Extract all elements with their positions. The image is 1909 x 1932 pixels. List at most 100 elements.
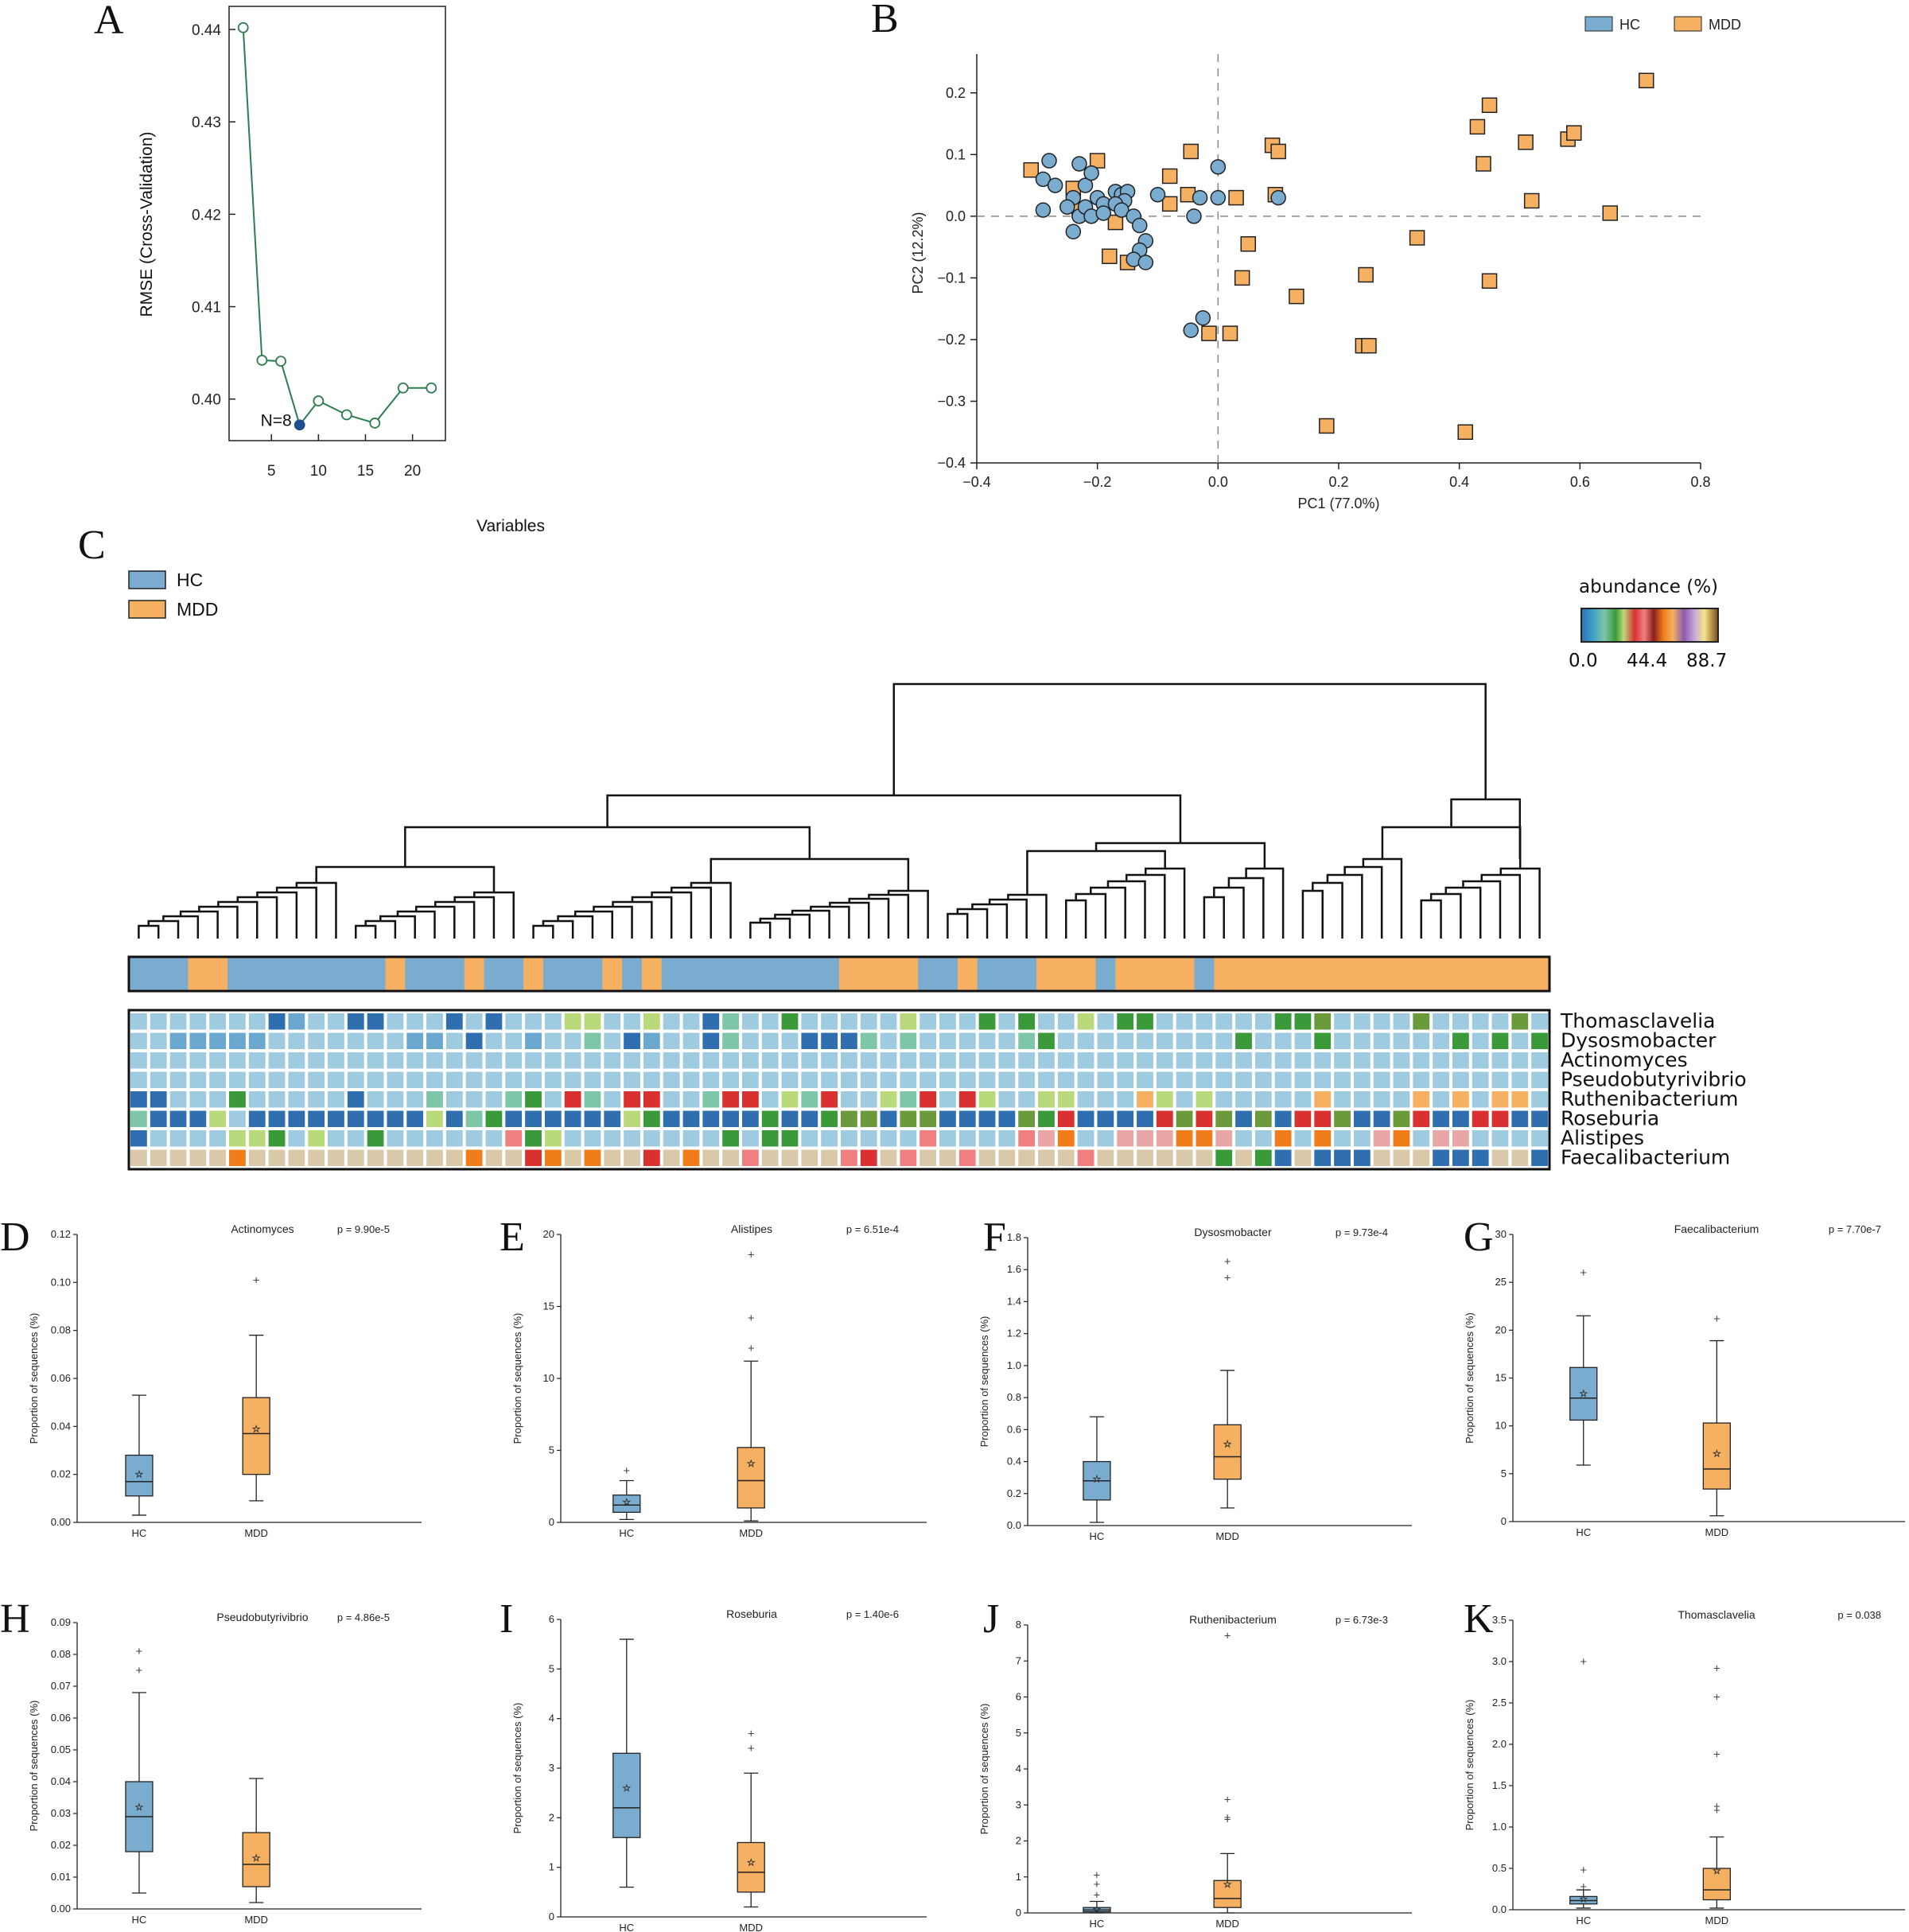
heatmap-cell — [663, 1130, 680, 1147]
panel-b-point-mdd — [1518, 134, 1534, 150]
box-ytick-label: 1.0 — [1492, 1821, 1507, 1833]
box-category-label: HC — [1090, 1530, 1105, 1542]
heatmap-cell — [1334, 1052, 1351, 1069]
heatmap-cell — [465, 1032, 483, 1049]
heatmap-cell — [584, 1071, 601, 1088]
heatmap-cell — [465, 1091, 483, 1108]
heatmap-cell — [1176, 1071, 1193, 1088]
box-outlier: + — [1580, 1266, 1587, 1280]
panel-a-ytick-label: 0.40 — [192, 392, 221, 409]
heatmap-cell — [1334, 1110, 1351, 1127]
heatmap-cell — [465, 1052, 483, 1069]
heatmap-cell — [1472, 1110, 1489, 1127]
panel-b-point-hc — [1083, 165, 1099, 181]
box-title: Ruthenibacterium — [1189, 1613, 1277, 1626]
box-ytick-label: 10 — [543, 1372, 554, 1384]
dendrogram-link — [355, 924, 377, 939]
heatmap-cell — [900, 1130, 917, 1147]
heatmap-cell — [1491, 1013, 1509, 1030]
heatmap-cell — [1314, 1013, 1332, 1030]
panel-a-ytick-label: 0.42 — [192, 207, 221, 224]
group-bar-segment-hc — [1194, 957, 1215, 991]
heatmap-cell — [1531, 1110, 1548, 1127]
box-outlier: + — [1094, 1868, 1101, 1882]
heatmap-cell — [406, 1032, 424, 1049]
dendrogram — [138, 682, 1541, 939]
heatmap-cell — [544, 1130, 562, 1147]
heatmap-cell — [998, 1032, 1016, 1049]
colorbar — [1580, 608, 1719, 643]
box-ytick-label: 0.5 — [1492, 1862, 1507, 1874]
heatmap-cell — [624, 1130, 640, 1147]
panel-b-point-mdd — [1319, 418, 1335, 434]
panel-a-ytick-label: 0.41 — [192, 300, 221, 317]
panel-b-xlabel: PC1 (77.0%) — [1297, 496, 1379, 511]
heatmap-row-label: Actinomyces — [1561, 1048, 1688, 1071]
panel-b-point-hc — [1059, 199, 1075, 215]
heatmap-cell — [584, 1032, 601, 1049]
panel-b-point-mdd — [1358, 266, 1374, 283]
dendrogram-link — [1213, 886, 1245, 939]
heatmap-cell — [328, 1091, 344, 1108]
heatmap-cell — [1472, 1091, 1489, 1108]
heatmap-cell — [1452, 1013, 1469, 1030]
heatmap-cell — [1433, 1013, 1449, 1030]
heatmap-cell — [821, 1013, 838, 1030]
box-iqr-mdd — [1213, 1880, 1242, 1908]
heatmap-cell — [564, 1130, 581, 1147]
heatmap-cell — [643, 1091, 660, 1108]
heatmap-cell — [1433, 1110, 1449, 1127]
heatmap-cell — [978, 1052, 996, 1069]
panel-b-point-mdd — [1457, 424, 1473, 440]
heatmap-cell — [998, 1071, 1016, 1088]
box-p-value: p = 7.70e-7 — [1829, 1223, 1881, 1235]
box-outlier: + — [1224, 1630, 1231, 1643]
box-ylabel: Proportion of sequences (%) — [511, 1703, 523, 1834]
heatmap-cell — [328, 1130, 344, 1147]
heatmap-cell — [1373, 1091, 1390, 1108]
heatmap-cell — [1018, 1013, 1036, 1030]
heatmap-cell — [268, 1091, 286, 1108]
heatmap-cell — [939, 1071, 956, 1088]
heatmap-cell — [1235, 1110, 1252, 1127]
group-bar-segment-mdd — [464, 957, 484, 991]
heatmap-cell — [308, 1013, 325, 1030]
heatmap-cell — [308, 1149, 325, 1166]
heatmap-cell — [761, 1013, 779, 1030]
heatmap-cell — [1235, 1052, 1252, 1069]
heatmap-cell — [189, 1032, 207, 1049]
panel-b-ytick-label: −0.1 — [937, 270, 966, 286]
heatmap-cell — [328, 1052, 344, 1069]
heatmap-cell — [328, 1149, 344, 1166]
heatmap-cell — [1393, 1052, 1410, 1069]
heatmap-cell — [1334, 1149, 1351, 1166]
heatmap-cell — [682, 1149, 700, 1166]
heatmap-cell — [150, 1013, 167, 1030]
heatmap-cell — [1433, 1091, 1449, 1108]
box-ytick-label: 1.8 — [1007, 1231, 1021, 1243]
heatmap-cell — [150, 1071, 167, 1088]
heatmap-cell — [426, 1013, 443, 1030]
heatmap-cell — [347, 1052, 364, 1069]
box-ytick-label: 10 — [1495, 1420, 1507, 1432]
heatmap-cell — [1156, 1149, 1173, 1166]
heatmap-cell — [1097, 1091, 1114, 1108]
box-mean-marker: ☆ — [135, 1469, 144, 1480]
heatmap-cell — [781, 1091, 799, 1108]
heatmap-cell — [722, 1149, 739, 1166]
heatmap-cell — [1196, 1130, 1213, 1147]
heatmap-cell — [130, 1071, 147, 1088]
box-category-label: HC — [1090, 1918, 1105, 1930]
heatmap-cell — [445, 1052, 463, 1069]
heatmap-cell — [1353, 1091, 1371, 1108]
heatmap-cell — [189, 1013, 207, 1030]
group-bar-segment-hc — [542, 957, 603, 991]
heatmap-cell — [1334, 1091, 1351, 1108]
heatmap-cell — [1472, 1071, 1489, 1088]
heatmap-cell — [367, 1071, 384, 1088]
box-ytick-label: 15 — [543, 1300, 554, 1312]
heatmap-cell — [958, 1130, 976, 1147]
heatmap-cell — [1137, 1071, 1153, 1088]
box-mean-marker: ☆ — [1579, 1388, 1588, 1399]
heatmap-cell — [248, 1052, 266, 1069]
